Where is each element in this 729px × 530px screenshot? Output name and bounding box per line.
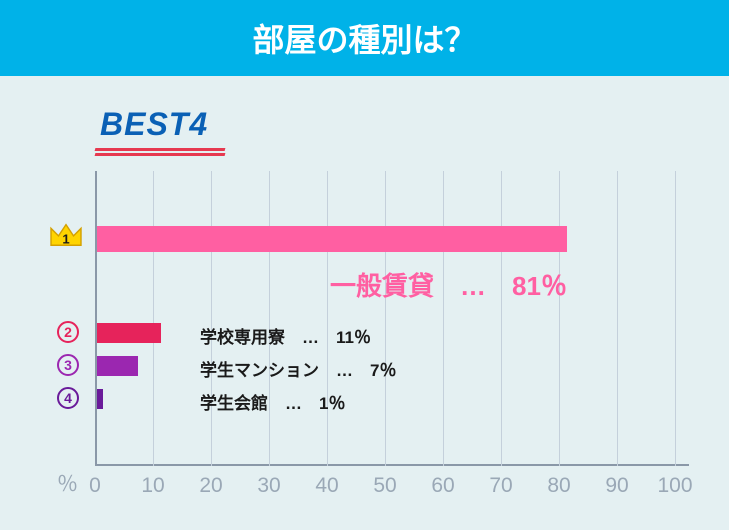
x-tick-label: 0 — [89, 474, 101, 498]
x-tick-label: 30 — [257, 474, 280, 498]
x-axis — [95, 464, 689, 466]
x-tick-label: 40 — [315, 474, 338, 498]
rank-badge-4: 4 — [57, 387, 79, 409]
legend-rank-4: 学生会館 … 1％ — [200, 389, 345, 414]
rank-badge-2: 2 — [57, 321, 79, 343]
chart-area: BEST4 0 10 20 30 40 50 60 70 80 90 100 ％ 1 2 3 4 一… — [0, 76, 729, 530]
bar-rank-1 — [97, 226, 567, 252]
best-label: BEST4 — [100, 106, 208, 143]
bar-rank-3 — [97, 356, 138, 376]
header-title: 部屋の種別は？ — [252, 15, 476, 61]
x-tick-label: 50 — [373, 474, 396, 498]
x-tick-label: 70 — [489, 474, 512, 498]
grid-line — [617, 171, 618, 466]
header-banner: 部屋の種別は？ — [0, 0, 729, 76]
grid-line — [269, 171, 270, 466]
grid-line — [675, 171, 676, 466]
x-tick-label: 60 — [431, 474, 454, 498]
grid-line — [385, 171, 386, 466]
y-axis — [95, 171, 97, 466]
grid-line — [153, 171, 154, 466]
x-tick-label: 10 — [141, 474, 164, 498]
crown-icon: 1 — [47, 219, 85, 249]
best-underline — [95, 148, 225, 158]
grid-line — [211, 171, 212, 466]
grid-line — [501, 171, 502, 466]
svg-text:1: 1 — [62, 231, 69, 246]
x-tick-label: 20 — [199, 474, 222, 498]
grid-line — [327, 171, 328, 466]
grid-line — [443, 171, 444, 466]
legend-rank-1: 一般賃貸 … 81％ — [330, 266, 567, 303]
x-tick-label: 100 — [657, 474, 692, 498]
legend-rank-3: 学生マンション … 7％ — [200, 356, 396, 381]
legend-rank-2: 学校専用寮 … 11％ — [200, 323, 371, 348]
bar-rank-2 — [97, 323, 161, 343]
x-tick-label: 90 — [605, 474, 628, 498]
grid-line — [559, 171, 560, 466]
bar-rank-4 — [97, 389, 103, 409]
rank-badge-3: 3 — [57, 354, 79, 376]
percent-symbol: ％ — [57, 468, 78, 498]
plot-area: 0102030405060708090100 ％ 1 2 3 4 一般賃貸 … … — [95, 171, 689, 506]
x-tick-label: 80 — [547, 474, 570, 498]
